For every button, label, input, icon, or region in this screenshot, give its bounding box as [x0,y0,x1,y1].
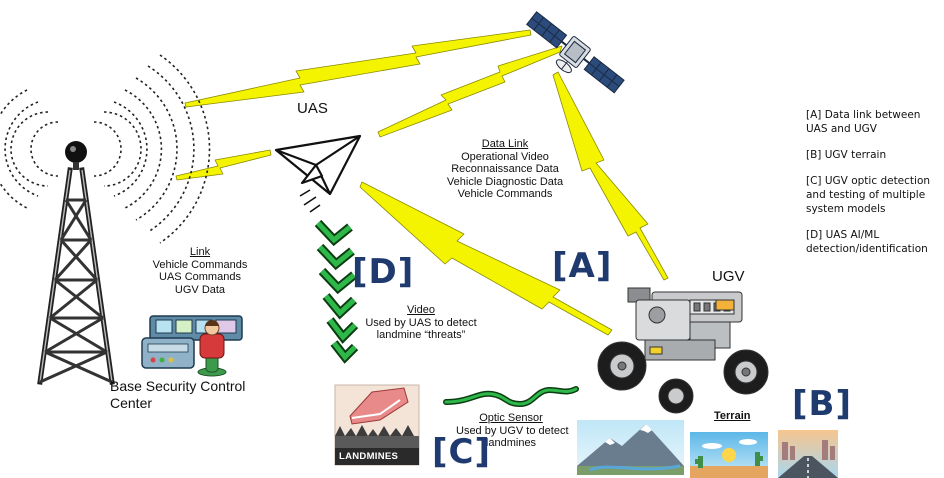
link-line: UAS Commands [159,271,241,283]
radio-tower-icon [0,54,211,385]
base-label-line1: Base Security Control [110,378,246,394]
uas-paper-plane-icon [274,134,362,213]
link-bolt-uas-satellite [377,45,563,138]
video-title: Video [407,304,435,316]
legend-item: [D] UAS AI/ML detection/identification [806,229,928,255]
data-link-title: Data Link [481,138,529,150]
legend-item: [A] Data link between UAS and UGV [806,109,921,135]
uas-label: UAS [297,100,328,117]
base-security-label: Base Security Control Center [110,378,245,412]
link-bolt-uas-ugv [359,181,613,336]
data-link-line: Operational Video [461,150,549,163]
legend: [A] Data link between UAS and UGV [B] UG… [806,108,936,268]
link-info-box: Link Vehicle Commands UAS Commands UGV D… [150,246,250,296]
optic-sensor-line: Used by UGV to detect [456,424,569,437]
satellite-icon [526,11,625,94]
link-bolt-tower-uas [175,149,272,181]
link-line: Vehicle Commands [152,258,248,271]
video-line: Used by UAS to detect [365,316,477,329]
uas-detection-chevrons [314,219,359,364]
optic-sensor-info-box: Optic Sensor Used by UGV to detect landm… [456,412,569,450]
data-link-line: Reconnaissance Data [451,163,559,175]
terrain-desert-image [690,432,768,478]
ugv-label: UGV [712,268,745,285]
bracket-a-label: [A] [552,246,613,286]
data-link-line: Vehicle Commands [457,188,553,200]
legend-item: [C] UGV optic detection and testing of m… [806,175,931,215]
optic-sensor-line: landmines [485,437,537,449]
link-title: Link [189,246,211,258]
optic-sensor-wave [443,386,579,408]
terrain-road-image [778,430,838,478]
control-center-icon [141,315,243,377]
base-label-line2: Center [110,395,153,411]
terrain-mountains-image [577,420,684,475]
bracket-c-label: [C] [432,432,492,472]
data-link-line: Vehicle Diagnostic Data [446,175,564,188]
bracket-b-label: [B] [792,384,852,424]
landmines-label: LANDMINES [339,451,399,462]
link-bolt-satellite-ugv [552,71,669,281]
optic-sensor-title: Optic Sensor [479,412,543,424]
bracket-d-label: [D] [352,252,415,292]
ugv-robot-icon [597,287,769,414]
link-line: UGV Data [174,283,226,296]
landmines-image [334,384,420,466]
link-bolt-tower-satellite [184,29,532,108]
data-link-info-box: Data Link Operational Video Reconnaissan… [440,138,570,201]
video-info-box: Video Used by UAS to detect landmine “th… [362,304,480,342]
video-line: landmine “threats” [376,329,466,341]
legend-item: [B] UGV terrain [806,149,887,161]
terrain-label: Terrain [714,410,751,422]
